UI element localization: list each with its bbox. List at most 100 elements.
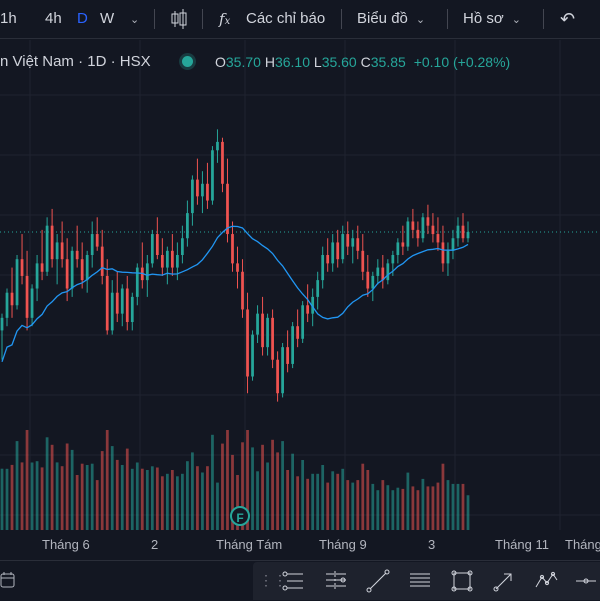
candle-body — [231, 234, 234, 264]
candle-body — [421, 217, 425, 239]
candle-body — [341, 234, 345, 260]
candle-body — [30, 288, 34, 318]
candle-body — [426, 217, 430, 226]
low-value: 35.60 — [321, 54, 357, 70]
horizontal-ray-icon[interactable] — [573, 568, 599, 594]
candle-body — [40, 263, 44, 272]
interval-4h[interactable]: 4h — [45, 10, 62, 27]
open-label: O — [215, 54, 226, 70]
volume-bar — [371, 483, 375, 530]
candle-body — [186, 213, 189, 239]
rectangle-icon[interactable] — [449, 568, 475, 594]
high-label: H — [264, 54, 275, 70]
candle-body — [266, 317, 269, 348]
interval-w[interactable]: W — [100, 10, 115, 27]
volume-bar — [226, 430, 229, 530]
candle-body — [336, 242, 340, 260]
volume-bar — [25, 430, 29, 530]
volume-bar — [100, 451, 104, 530]
volume-bar — [160, 476, 164, 530]
undo-icon[interactable]: ↶ — [560, 9, 576, 29]
volume-bar — [186, 461, 189, 530]
x-axis-label: 2 — [151, 537, 159, 552]
volume-bar — [306, 478, 310, 530]
candle-body — [366, 271, 370, 289]
profile-button[interactable]: Hồ sơ ⌄ — [463, 0, 521, 38]
fib-retracement-icon[interactable] — [281, 568, 307, 594]
interval-1h[interactable]: 1h — [0, 10, 17, 27]
parallel-lines-icon[interactable] — [407, 568, 433, 594]
candles-icon[interactable] — [170, 0, 188, 38]
candle-body — [115, 292, 119, 314]
candle-body — [376, 267, 380, 276]
candle-body — [135, 267, 139, 297]
pattern-icon[interactable] — [533, 568, 559, 594]
moving-average-line — [1, 225, 469, 363]
volume-bar — [316, 473, 320, 530]
candle-body — [386, 263, 390, 281]
chevron-down-icon[interactable]: ⌄ — [130, 14, 140, 26]
volume-bar — [376, 490, 380, 530]
low-label: L — [313, 54, 322, 70]
volume-bar — [155, 467, 159, 530]
indicators-button[interactable]: Các chỉ báo — [246, 10, 326, 27]
volume-bar — [421, 478, 425, 530]
volume-bar — [105, 430, 109, 530]
candle-body — [155, 234, 159, 255]
candle-body — [326, 255, 330, 264]
candle-body — [35, 263, 39, 289]
candle-body — [346, 234, 350, 247]
volume-bar — [70, 449, 74, 530]
candle-body — [60, 242, 64, 260]
arrow-tool-icon[interactable] — [491, 568, 517, 594]
candle-body — [406, 221, 410, 247]
candle-body — [160, 255, 164, 268]
volume-bar — [456, 483, 460, 530]
chart-type-button[interactable]: Biểu đồ ⌄ — [357, 0, 425, 38]
fib-levels-icon[interactable] — [323, 568, 349, 594]
volume-bar — [436, 482, 440, 530]
volume-bar — [140, 468, 144, 530]
volume-bar — [90, 463, 94, 530]
candle-body — [446, 250, 450, 264]
ohlc-values: O35.70 H36.10 L35.60 C35.85 +0.10 (+0.28… — [215, 52, 510, 72]
volume-bar — [251, 447, 254, 530]
volume-bar — [201, 472, 204, 530]
candle-body — [461, 225, 465, 239]
volume-bar — [271, 439, 274, 530]
x-axis-label: Tháng Tám — [216, 537, 283, 552]
drawing-toolbar: ⋮⋮ — [253, 562, 600, 600]
volume-bar — [115, 459, 119, 530]
candle-body — [105, 275, 109, 331]
volume-bar — [346, 480, 350, 530]
drag-handle-icon[interactable]: ⋮⋮ — [259, 572, 287, 588]
candle-body — [291, 326, 295, 364]
dividend-marker[interactable]: F — [230, 506, 250, 526]
fx-icon[interactable]: fx — [219, 10, 231, 28]
candle-body — [411, 221, 415, 230]
volume-bar — [386, 485, 390, 530]
volume-bar — [461, 483, 465, 530]
volume-bar — [135, 462, 139, 530]
high-value: 36.10 — [274, 54, 310, 70]
volume-bar — [351, 482, 355, 530]
symbol-title[interactable]: n Việt Nam · 1D · HSX — [0, 53, 151, 70]
candle-body — [271, 317, 274, 360]
interval-d[interactable]: D — [77, 10, 88, 27]
candle-body — [181, 238, 184, 255]
open-value: 35.70 — [225, 54, 261, 70]
candle-body — [396, 242, 400, 255]
trend-line-icon[interactable] — [365, 568, 391, 594]
volume-bar — [396, 487, 400, 530]
candle-body — [175, 255, 179, 268]
volume-bar — [85, 465, 89, 530]
candle-body — [436, 234, 440, 243]
candle-body — [251, 334, 254, 377]
candle-body — [451, 238, 455, 251]
calendar-icon[interactable] — [0, 571, 16, 594]
volume-bar — [246, 430, 249, 530]
volume-bar — [45, 437, 49, 530]
candle-body — [321, 255, 325, 281]
candle-body — [241, 271, 244, 310]
